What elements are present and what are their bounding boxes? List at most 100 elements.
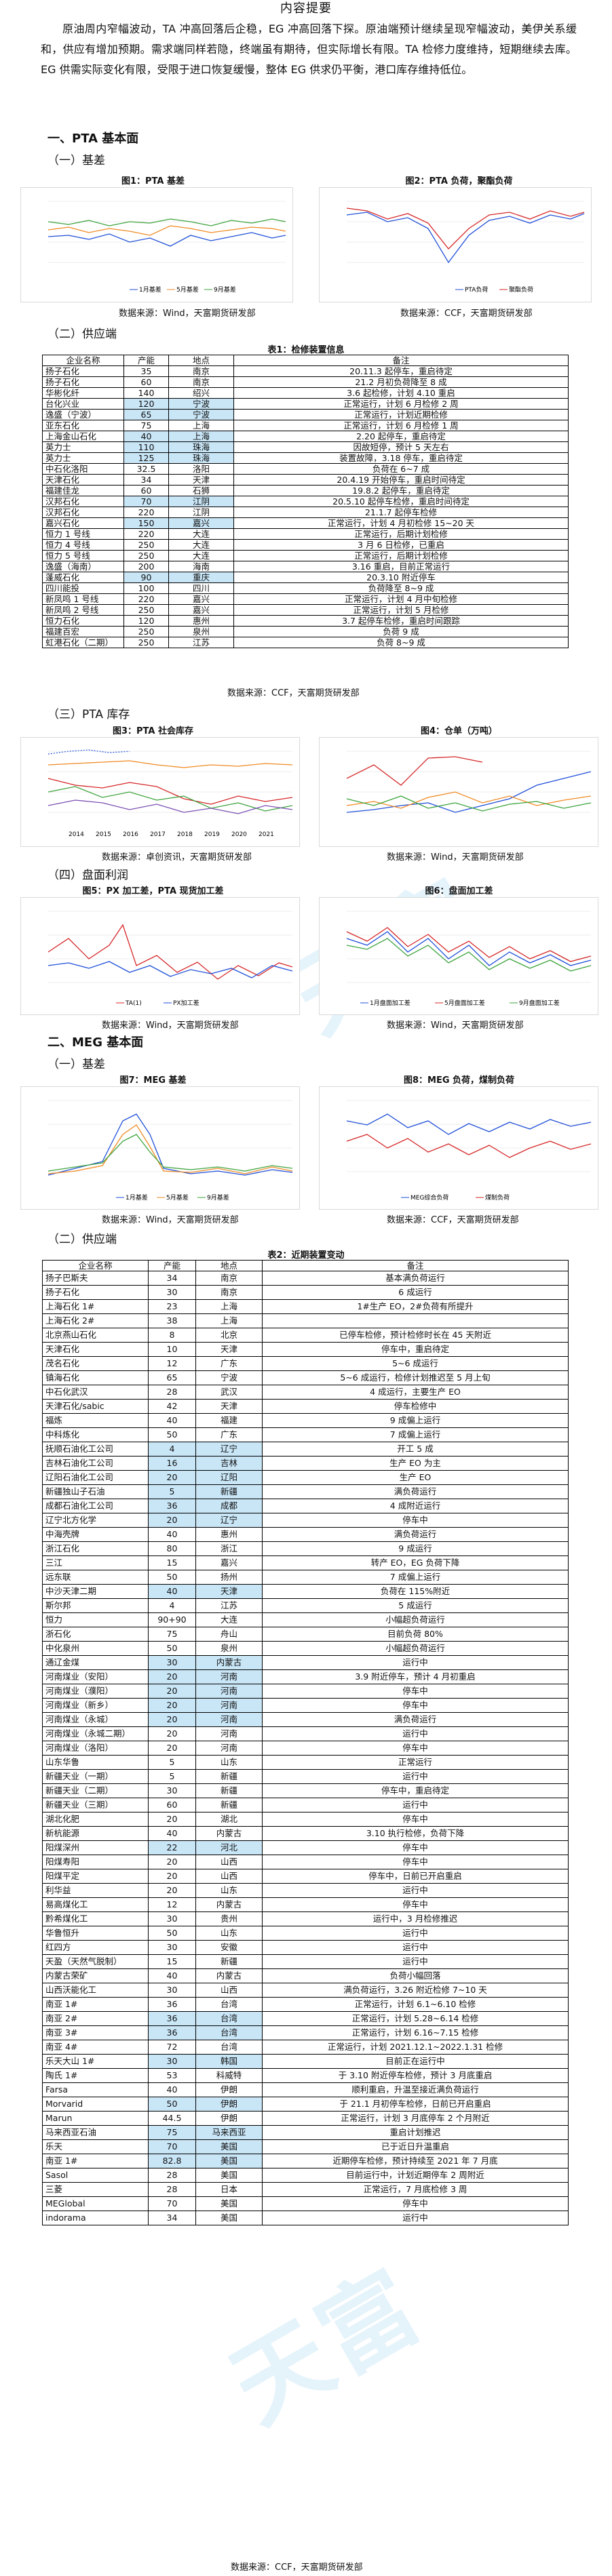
capacity-cell: 220 <box>123 593 169 605</box>
capacity-cell: 50 <box>148 2097 196 2112</box>
fig3-series-2017 <box>47 799 293 814</box>
location-cell: 贵州 <box>195 1911 263 1926</box>
remark-cell: 运行中 <box>262 1798 569 1812</box>
fig1-series-1 <box>47 232 286 247</box>
capacity-cell: 150 <box>123 517 169 529</box>
table-row: 恒力 1 号线 220 大连 正常运行，后期计划检修 <box>42 528 569 540</box>
table-row: 中石化洛阳 32.5 洛阳 负荷在 6~7 成 <box>42 463 569 475</box>
location-cell: 新疆 <box>195 1484 263 1499</box>
location-cell: 河南 <box>195 1698 263 1713</box>
company-cell: 通辽金煤 <box>42 1655 149 1670</box>
location-cell: 南京 <box>195 1271 263 1286</box>
fig3-legend-6: 2019 <box>204 831 220 838</box>
company-cell: 天津石化 <box>42 1342 149 1357</box>
chart-fig7: 1月基差 5月基差 9月基差 <box>20 1086 300 1210</box>
company-cell: 福建佳龙 <box>42 485 124 496</box>
table-row: 中石化武汉 28 武汉 4 成运行，主要生产 EO <box>42 1385 569 1400</box>
fig1-source: 数据来源：Wind，天富期货研发部 <box>119 309 256 319</box>
location-cell: 南京 <box>168 376 234 388</box>
table-row: 辽宁北方化学 20 辽宁 停车中 <box>42 1513 569 1528</box>
location-cell: 河北 <box>195 1840 263 1855</box>
company-cell: 吉林石油化工公司 <box>42 1456 149 1471</box>
company-cell: 英力士 <box>42 452 124 464</box>
capacity-cell: 72 <box>148 2040 196 2055</box>
remark-cell: 停车中 <box>262 1897 569 1912</box>
capacity-cell: 125 <box>123 452 169 464</box>
remark-cell <box>262 1313 569 1328</box>
table-row: 浙石化 75 舟山 目前负荷 80% <box>42 1627 569 1642</box>
table-row: 扬子巴斯夫 34 南京 基本满负荷运行 <box>42 1271 569 1286</box>
table-row: 乐天 70 美国 已于近日升温重启 <box>42 2139 569 2154</box>
company-cell: 中石化武汉 <box>42 1385 149 1400</box>
table-row: 嘉兴石化 150 嘉兴 正常运行，计划 4 月初检修 15~20 天 <box>42 517 569 529</box>
remark-cell: 正常运行，计划 6.1~6.10 检修 <box>262 1997 569 2012</box>
capacity-cell: 30 <box>148 1655 196 1670</box>
location-cell: 山西 <box>195 1855 263 1869</box>
capacity-cell: 120 <box>123 398 169 410</box>
remark-cell: 满负荷运行 <box>262 1527 569 1542</box>
fig8-legend-1: MEG综合负荷 <box>410 1193 448 1202</box>
table-row: 福炼 40 福建 9 成偏上运行 <box>42 1413 569 1428</box>
table-row: 亚东石化 75 上海 正常运行，计划 6 月检修 1 周 <box>42 420 569 431</box>
fig5-legend-2: PX加工差 <box>173 999 199 1007</box>
company-cell: 河南煤业（安阳） <box>42 1669 149 1684</box>
fig5-title: 图5：PX 加工差，PTA 现货加工差 <box>82 886 224 896</box>
location-cell: 上海 <box>195 1299 263 1314</box>
fig3-legend-3: 2016 <box>123 831 138 838</box>
remark-cell: 正常运行，计划 2021.12.1~2022.1.31 检修 <box>262 2040 569 2055</box>
capacity-cell: 12 <box>148 1356 196 1371</box>
company-cell: 红四方 <box>42 1940 149 1955</box>
fig6-series-3 <box>346 938 592 972</box>
remark-cell: 满负荷运行，3.26 附近检修 7~10 天 <box>262 1983 569 1998</box>
location-cell: 新疆 <box>195 1798 263 1812</box>
remark-cell: 20.4.19 开始停车，重启时间待定 <box>233 474 569 486</box>
location-cell: 美国 <box>195 2211 263 2225</box>
capacity-cell: 40 <box>148 1584 196 1599</box>
fig4-series-4 <box>346 795 592 812</box>
remark-cell: 9 成运行 <box>262 1541 569 1556</box>
company-cell: 浙江石化 <box>42 1541 149 1556</box>
company-cell: 恒力 1 号线 <box>42 528 124 540</box>
fig8-series-1 <box>346 1113 592 1135</box>
table-row: MEGlobal 70 美国 停车中 <box>42 2196 569 2211</box>
capacity-cell: 250 <box>123 626 169 637</box>
summary-paragraph: 原油周内窄幅波动，TA 冲高回落后企稳，EG 冲高回落下探。原油端预计继续呈现窄… <box>41 22 577 76</box>
company-cell: 新疆天业（二期） <box>42 1783 149 1798</box>
location-cell: 南京 <box>168 365 234 377</box>
remark-cell: 小幅超负荷运行 <box>262 1612 569 1627</box>
company-cell: 新凤鸣 1 号线 <box>42 593 124 605</box>
fig6-legend-1: 1月盘面加工差 <box>370 999 410 1007</box>
company-cell: 中海壳牌 <box>42 1527 149 1542</box>
table-row: 天津石化 10 天津 停车中，重启待定 <box>42 1342 569 1357</box>
company-cell: 新疆独山子石油 <box>42 1484 149 1499</box>
location-cell: 山西 <box>195 1869 263 1884</box>
fig3-legend-7: 2020 <box>231 831 247 838</box>
capacity-cell: 75 <box>123 420 169 431</box>
capacity-cell: 42 <box>148 1399 196 1414</box>
remark-cell: 20.3.10 附近停车 <box>233 572 569 583</box>
company-cell: 三江 <box>42 1555 149 1570</box>
chart-fig2: PTA负荷 聚酯负荷 <box>319 187 592 302</box>
fig8-title: 图8：MEG 负荷，煤制负荷 <box>403 1075 515 1086</box>
location-cell: 韩国 <box>195 2054 263 2069</box>
remark-cell: 运行中，3 月检修推迟 <box>262 1911 569 1926</box>
remark-cell: 于 3.10 附近停车检修，预计 3 月底重启 <box>262 2068 569 2083</box>
fig6-series-1 <box>346 931 592 966</box>
watermark-logo-2: 天富 <box>214 2250 441 2445</box>
remark-cell: 正常运行，7 月底检修 3 周 <box>262 2182 569 2197</box>
remark-cell: 正常运行，后期计划检修 <box>233 550 569 561</box>
table-row: 新凤鸣 1 号线 220 嘉兴 正常运行，计划 4 月中旬检修 <box>42 593 569 605</box>
capacity-cell: 65 <box>148 1370 196 1385</box>
capacity-cell: 65 <box>123 409 169 420</box>
remark-cell: 生产 EO <box>262 1470 569 1485</box>
location-cell: 舟山 <box>195 1627 263 1642</box>
remark-cell: 3.16 重启，目前正常运行 <box>233 561 569 572</box>
remark-cell: 7 成偏上运行 <box>262 1427 569 1442</box>
company-cell: 蓬威石化 <box>42 572 124 583</box>
company-cell: 辽宁北方化学 <box>42 1513 149 1528</box>
company-cell: 阳煤平定 <box>42 1869 149 1884</box>
company-cell: Sasol <box>42 2168 149 2183</box>
company-cell: 恒力 4 号线 <box>42 539 124 551</box>
company-cell: 河南煤业（永城） <box>42 1712 149 1727</box>
table-row: 南亚 4# 72 台湾 正常运行，计划 2021.12.1~2022.1.31 检修 <box>42 2040 569 2055</box>
